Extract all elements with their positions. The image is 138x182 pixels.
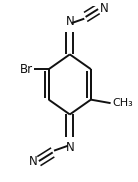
Text: Br: Br bbox=[20, 63, 33, 76]
Text: N: N bbox=[65, 141, 74, 154]
Text: CH₃: CH₃ bbox=[112, 98, 133, 108]
Text: N: N bbox=[29, 155, 38, 169]
Text: N: N bbox=[99, 2, 108, 15]
Text: N: N bbox=[65, 15, 74, 28]
